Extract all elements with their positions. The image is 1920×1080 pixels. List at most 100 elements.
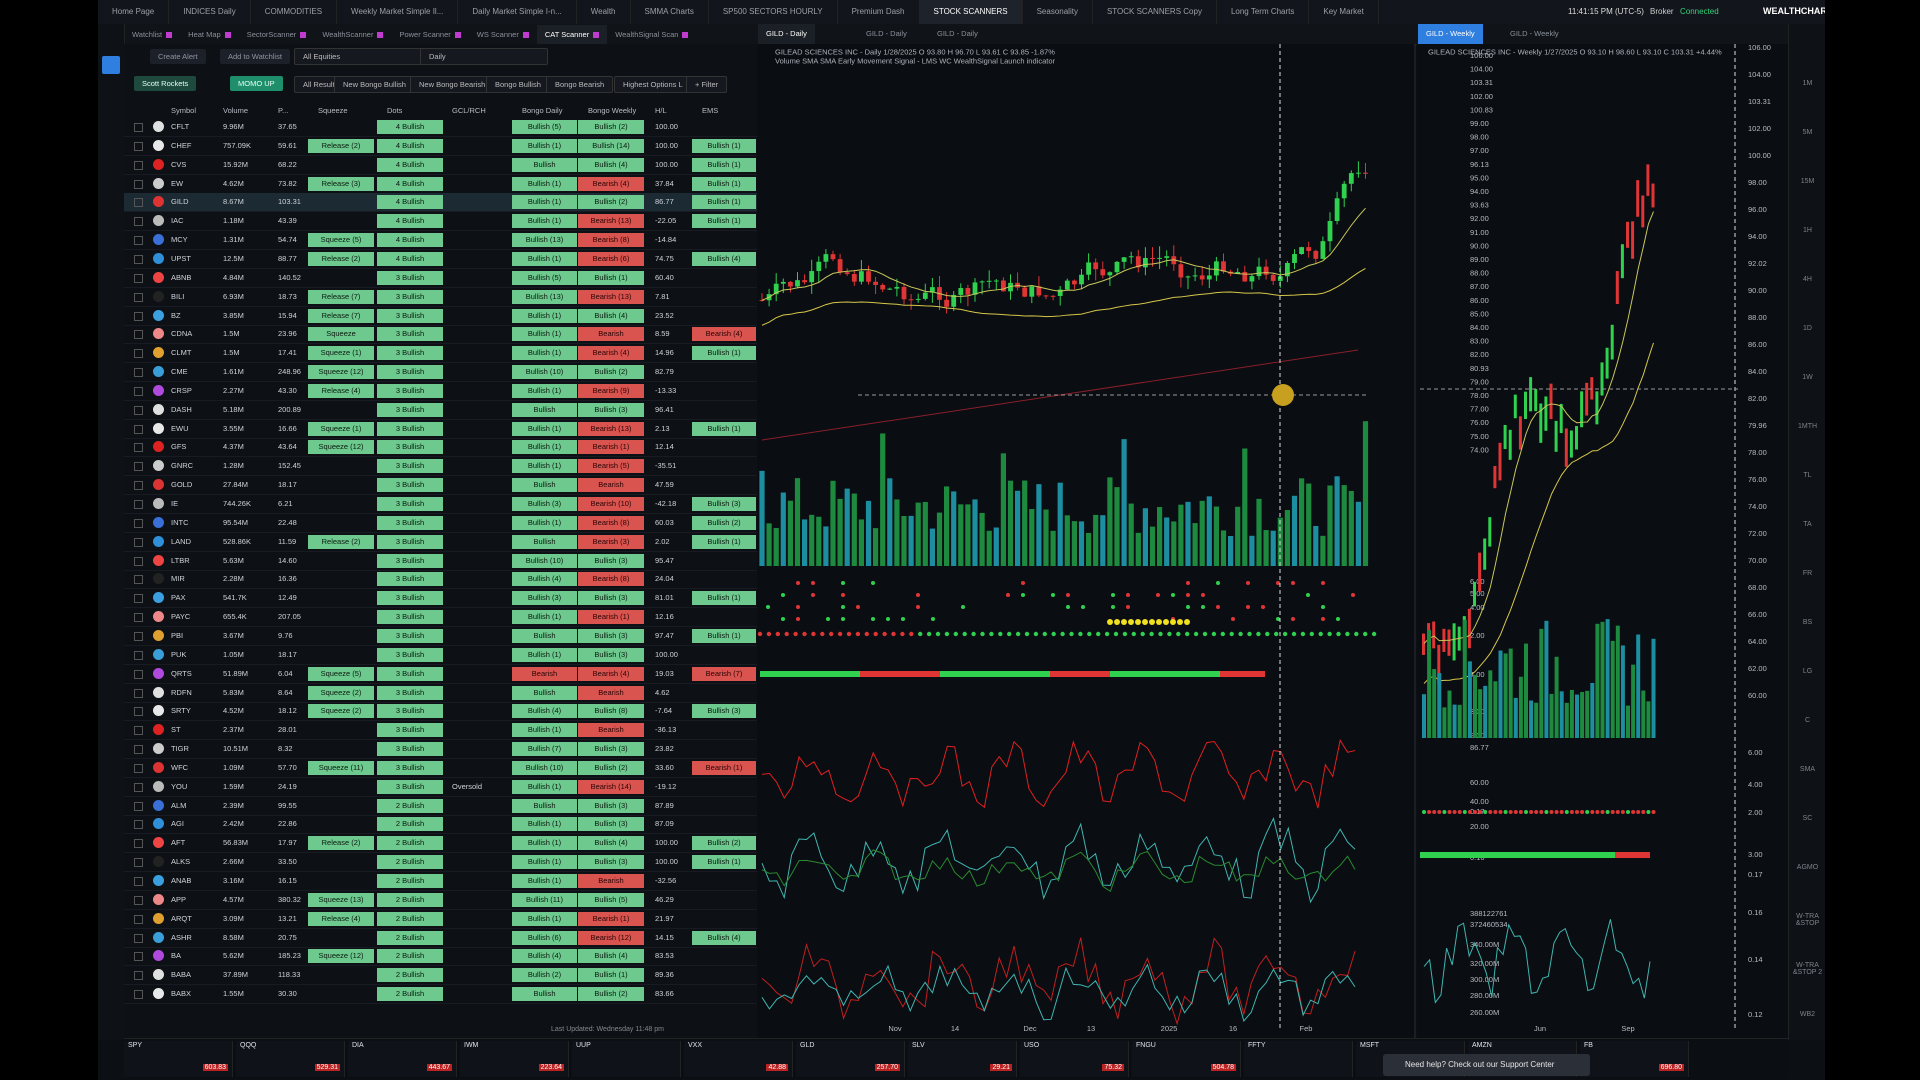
checkbox[interactable]: [134, 254, 143, 264]
table-row[interactable]: DASH 5.18M 200.89 3 Bullish Bullish Bullish (…: [124, 401, 757, 420]
table-row[interactable]: GNRC 1.28M 152.45 3 Bullish Bullish (1) Beari…: [124, 457, 757, 477]
tool-button[interactable]: C: [1804, 717, 1811, 724]
checkbox[interactable]: [134, 481, 143, 491]
checkbox[interactable]: [134, 405, 143, 415]
chart-tab[interactable]: GILD - Daily: [937, 29, 978, 38]
scanner-tab[interactable]: Watchlist: [124, 25, 180, 45]
add-watchlist[interactable]: Add to Watchlist: [220, 49, 290, 64]
checkbox[interactable]: [134, 707, 143, 717]
tool-button[interactable]: TL: [1803, 472, 1812, 479]
table-row[interactable]: QRTS 51.89M 6.04 Squeeze (5) 3 Bullish Bearis…: [124, 665, 757, 684]
checkbox[interactable]: [134, 858, 143, 868]
column-header[interactable]: Bongo Daily: [522, 106, 563, 115]
checkbox[interactable]: [134, 745, 143, 755]
table-row[interactable]: EWU 3.55M 16.66 Squeeze (1) 3 Bullish Bullish…: [124, 420, 757, 439]
ticker-card[interactable]: IWM 223.64: [460, 1041, 569, 1077]
checkbox[interactable]: [134, 820, 143, 830]
table-row[interactable]: CLMT 1.5M 17.41 Squeeze (1) 3 Bullish Bullish…: [124, 344, 757, 364]
checkbox[interactable]: [134, 631, 143, 641]
table-row[interactable]: ALM 2.39M 99.55 2 Bullish Bullish Bullish (3)…: [124, 797, 757, 816]
tool-button[interactable]: AGMO: [1796, 864, 1819, 871]
ticker-card[interactable]: GLD 257.70: [796, 1041, 905, 1077]
universe-select[interactable]: All Equities: [294, 48, 422, 65]
checkbox[interactable]: [134, 537, 143, 547]
table-row[interactable]: WFC 1.09M 57.70 Squeeze (11) 3 Bullish Bullis…: [124, 759, 757, 778]
tab[interactable]: Home Page: [98, 0, 170, 24]
column-header[interactable]: Bongo Weekly: [588, 106, 637, 115]
table-row[interactable]: AFT 56.83M 17.97 Release (2) 2 Bullish Bullis…: [124, 834, 757, 854]
tab[interactable]: Key Market: [1309, 0, 1379, 24]
table-row[interactable]: TIGR 10.51M 8.32 3 Bullish Bullish (7) Bullis…: [124, 740, 757, 760]
table-row[interactable]: BABX 1.55M 30.30 2 Bullish Bullish Bullish (2…: [124, 985, 757, 1005]
table-row[interactable]: CRSP 2.27M 43.30 Release (4) 3 Bullish Bullis…: [124, 382, 757, 401]
table-row[interactable]: MCY 1.31M 54.74 Squeeze (5) 4 Bullish Bullish…: [124, 231, 757, 251]
checkbox[interactable]: [134, 914, 143, 924]
column-header[interactable]: Dots: [387, 106, 403, 115]
ticker-card[interactable]: QQQ 529.31: [236, 1041, 345, 1077]
table-row[interactable]: CHEF 757.09K 59.61 Release (2) 4 Bullish Bull…: [124, 137, 757, 156]
tool-button[interactable]: 1H: [1803, 227, 1812, 234]
column-header[interactable]: P...: [278, 106, 289, 115]
table-row[interactable]: APP 4.57M 380.32 Squeeze (13) 2 Bullish Bulli…: [124, 891, 757, 910]
tab[interactable]: SMMA Charts: [631, 0, 709, 24]
tool-button[interactable]: 5M: [1802, 129, 1813, 136]
tab[interactable]: Long Term Charts: [1217, 0, 1310, 24]
checkbox[interactable]: [134, 952, 143, 962]
tool-button[interactable]: SMA: [1799, 766, 1816, 773]
column-header[interactable]: EMS: [702, 106, 719, 115]
table-row[interactable]: GILD 8.67M 103.31 4 Bullish Bullish (1) Bulli…: [124, 193, 757, 213]
checkbox[interactable]: [134, 368, 143, 378]
table-row[interactable]: EW 4.62M 73.82 Release (3) 4 Bullish Bullish …: [124, 175, 757, 194]
tab[interactable]: SP500 SECTORS HOURLY: [709, 0, 838, 24]
checkbox[interactable]: [134, 688, 143, 698]
checkbox[interactable]: [134, 669, 143, 679]
checkbox[interactable]: [134, 386, 143, 396]
filter-chip[interactable]: Bongo Bullish: [486, 76, 550, 93]
table-row[interactable]: PBI 3.67M 9.76 3 Bullish Bullish Bullish (3) 9…: [124, 627, 757, 646]
checkbox[interactable]: [134, 311, 143, 321]
tool-button[interactable]: 4H: [1803, 276, 1812, 283]
tool-button[interactable]: WB2: [1799, 1011, 1816, 1018]
chart-tab[interactable]: GILD - Weekly: [1418, 24, 1483, 44]
table-row[interactable]: BILI 6.93M 18.73 Release (7) 3 Bullish Bullis…: [124, 288, 757, 307]
ticker-card[interactable]: FFTY: [1244, 1041, 1353, 1077]
add-button[interactable]: [102, 56, 120, 74]
create-alert[interactable]: Create Alert: [150, 49, 206, 64]
table-row[interactable]: IE 744.26K 6.21 3 Bullish Bullish (3) Bearish…: [124, 495, 757, 514]
checkbox[interactable]: [134, 273, 143, 283]
tab[interactable]: Weekly Market Simple Il...: [337, 0, 459, 24]
ticker-card[interactable]: UUP: [572, 1041, 681, 1077]
tool-button[interactable]: FR: [1802, 570, 1813, 577]
table-row[interactable]: ARQT 3.09M 13.21 Release (4) 2 Bullish Bullis…: [124, 910, 757, 929]
table-row[interactable]: MIR 2.28M 16.36 3 Bullish Bullish (4) Bearish…: [124, 570, 757, 590]
table-row[interactable]: AGI 2.42M 22.86 2 Bullish Bullish (1) Bullish…: [124, 815, 757, 835]
checkbox[interactable]: [134, 179, 143, 189]
ticker-card[interactable]: SPY 603.83: [124, 1041, 233, 1077]
tab[interactable]: STOCK SCANNERS Copy: [1093, 0, 1217, 24]
support-toast[interactable]: Need help? Check out our Support Center: [1383, 1054, 1590, 1076]
tab[interactable]: COMMODITIES: [251, 0, 338, 24]
table-row[interactable]: BZ 3.85M 15.94 Release (7) 3 Bullish Bullish …: [124, 307, 757, 326]
checkbox[interactable]: [134, 801, 143, 811]
tool-button[interactable]: SC: [1802, 815, 1813, 822]
table-row[interactable]: INTC 95.54M 22.48 3 Bullish Bullish (1) Beari…: [124, 514, 757, 533]
ticker-card[interactable]: FB 696.80: [1580, 1041, 1689, 1077]
checkbox[interactable]: [134, 443, 143, 453]
scanner-tab[interactable]: WealthSignal Scan: [607, 25, 696, 45]
checkbox[interactable]: [134, 292, 143, 302]
checkbox[interactable]: [134, 877, 143, 886]
scanner-tab[interactable]: WealthScanner: [314, 25, 391, 45]
checkbox[interactable]: [134, 424, 143, 434]
table-row[interactable]: ASHR 8.58M 20.75 2 Bullish Bullish (6) Bearis…: [124, 929, 757, 948]
table-row[interactable]: BA 5.62M 185.23 Squeeze (12) 2 Bullish Bullis…: [124, 947, 757, 967]
checkbox[interactable]: [134, 141, 143, 151]
filter-chip[interactable]: + Filter: [686, 76, 728, 93]
table-row[interactable]: ALKS 2.66M 33.50 2 Bullish Bullish (1) Bullis…: [124, 853, 757, 873]
tool-button[interactable]: W-TRA &STOP 2: [1792, 962, 1823, 976]
checkbox[interactable]: [134, 933, 143, 943]
checkbox[interactable]: [134, 726, 143, 736]
table-row[interactable]: PUK 1.05M 18.17 3 Bullish Bullish (1) Bullish…: [124, 646, 757, 665]
column-header[interactable]: Symbol: [171, 106, 197, 115]
filter-chip[interactable]: New Bongo Bullish: [334, 76, 415, 93]
table-row[interactable]: ANAB 3.16M 16.15 2 Bullish Bullish (1) Bearis…: [124, 872, 757, 891]
